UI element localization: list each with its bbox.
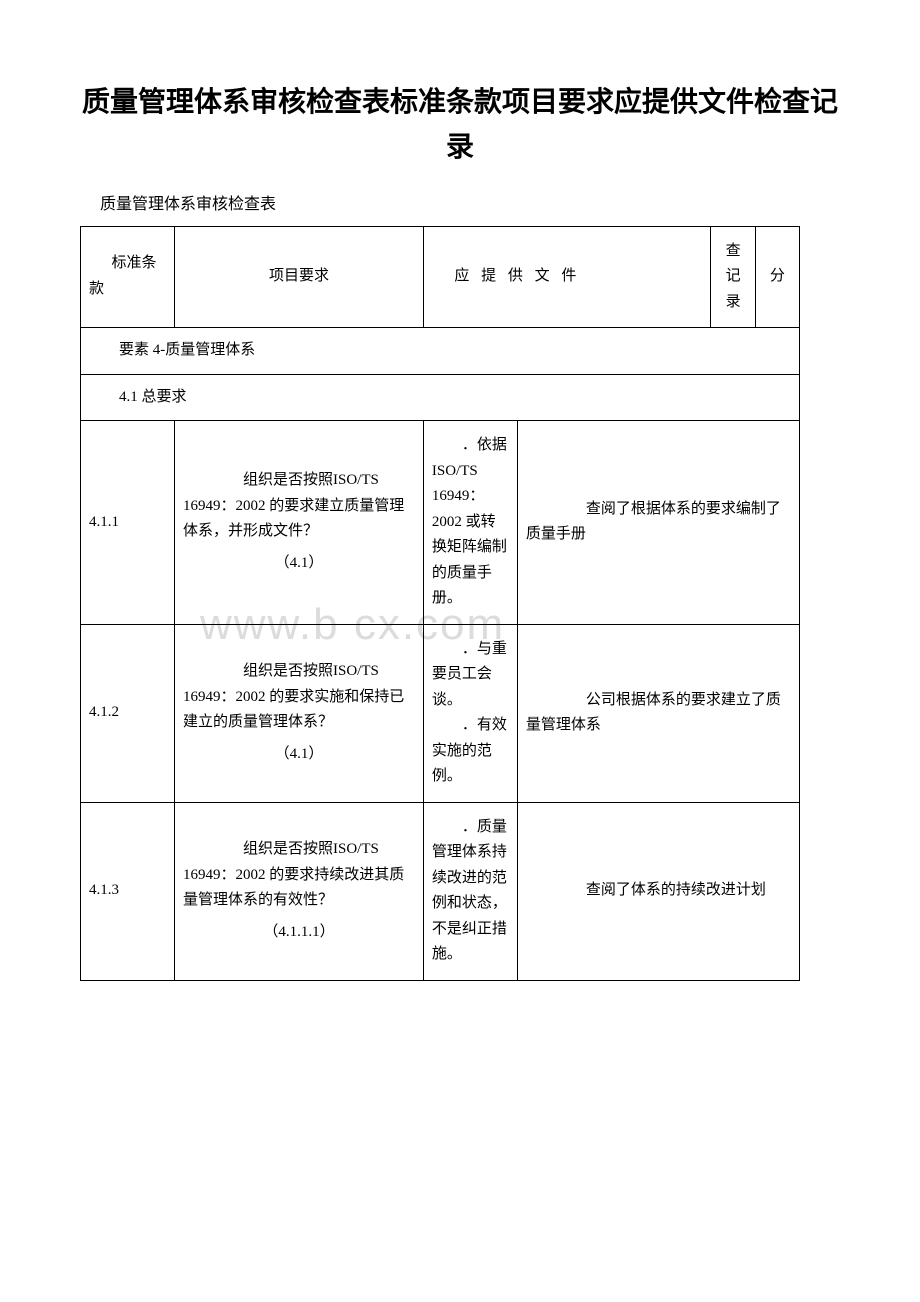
header-requirement: 项目要求: [175, 226, 424, 328]
requirement-text: 组织是否按照ISO/TS 16949：2002 的要求实施和保持已建立的质量管理…: [183, 659, 415, 736]
section-row-1: 要素 4-质量管理体系: [81, 328, 800, 375]
requirement-cell: 组织是否按照ISO/TS 16949：2002 的要求持续改进其质量管理体系的有…: [175, 802, 424, 980]
file-cell: ．依据ISO/TS 16949：2002 或转换矩阵编制的质量手册。: [423, 421, 517, 625]
record-cell: 公司根据体系的要求建立了质量管理体系: [517, 624, 799, 802]
page-title: 质量管理体系审核检查表标准条款项目要求应提供文件检查记录: [70, 80, 850, 170]
table-row: 4.1.3 组织是否按照ISO/TS 16949：2002 的要求持续改进其质量…: [81, 802, 800, 980]
header-files: 应 提 供 文 件: [423, 226, 711, 328]
subtitle: 质量管理体系审核检查表: [100, 190, 870, 214]
requirement-ref: （4.1.1.1）: [183, 920, 415, 946]
clause-cell: 4.1.1: [81, 421, 175, 625]
section-1-label: 要素 4-质量管理体系: [81, 328, 800, 375]
requirement-ref: （4.1）: [183, 742, 415, 768]
table-header-row: 标准条款 项目要求 应 提 供 文 件 查记录 分: [81, 226, 800, 328]
record-cell: 查阅了根据体系的要求编制了质量手册: [517, 421, 799, 625]
section-2-label: 4.1 总要求: [81, 374, 800, 421]
header-check: 查记录: [711, 226, 755, 328]
requirement-text: 组织是否按照ISO/TS 16949：2002 的要求建立质量管理体系，并形成文…: [183, 468, 415, 545]
file-cell: ．与重要员工会谈。 ．有效实施的范例。: [423, 624, 517, 802]
requirement-text: 组织是否按照ISO/TS 16949：2002 的要求持续改进其质量管理体系的有…: [183, 837, 415, 914]
clause-cell: 4.1.2: [81, 624, 175, 802]
record-cell: 查阅了体系的持续改进计划: [517, 802, 799, 980]
section-row-2: 4.1 总要求: [81, 374, 800, 421]
table-row: 4.1.1 组织是否按照ISO/TS 16949：2002 的要求建立质量管理体…: [81, 421, 800, 625]
header-score: 分: [755, 226, 799, 328]
requirement-cell: 组织是否按照ISO/TS 16949：2002 的要求实施和保持已建立的质量管理…: [175, 624, 424, 802]
requirement-ref: （4.1）: [183, 551, 415, 577]
requirement-cell: 组织是否按照ISO/TS 16949：2002 的要求建立质量管理体系，并形成文…: [175, 421, 424, 625]
clause-cell: 4.1.3: [81, 802, 175, 980]
table-row: 4.1.2 组织是否按照ISO/TS 16949：2002 的要求实施和保持已建…: [81, 624, 800, 802]
header-clause: 标准条款: [81, 226, 175, 328]
audit-table: 标准条款 项目要求 应 提 供 文 件 查记录 分 要素 4-质量管理体系 4.…: [80, 226, 800, 981]
file-cell: ．质量管理体系持续改进的范例和状态，不是纠正措施。: [423, 802, 517, 980]
